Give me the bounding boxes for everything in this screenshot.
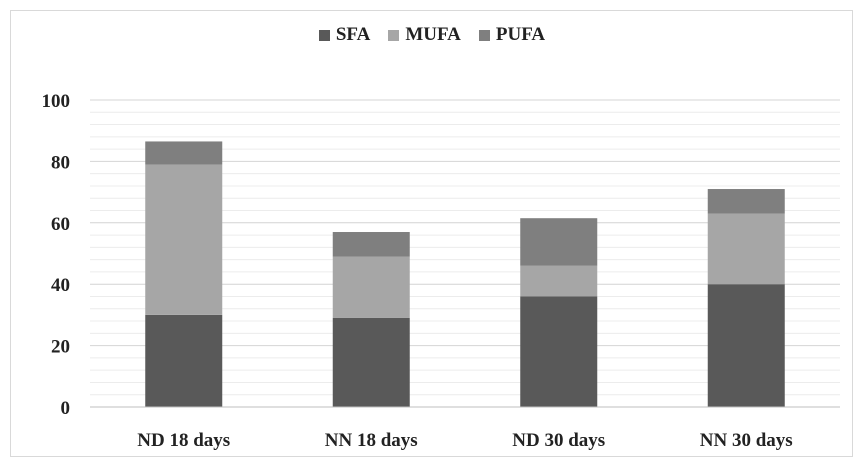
y-tick-label: 0 — [61, 398, 71, 419]
bar-pufa-2 — [332, 232, 410, 257]
legend-item-pufa: PUFA — [478, 24, 546, 46]
bar-mufa-2 — [332, 256, 410, 318]
legend-item-sfa: SFA — [318, 24, 371, 46]
bar-sfa-3 — [520, 296, 598, 407]
bar-mufa-4 — [707, 213, 785, 285]
bar-pufa-1 — [145, 141, 223, 165]
x-category-label: ND 18 days — [137, 430, 230, 451]
legend-swatch-mufa — [388, 29, 400, 41]
legend-swatch-pufa — [478, 29, 490, 41]
bar-mufa-3 — [520, 265, 598, 297]
y-axis-ticks: 0 20 40 60 80 100 — [42, 91, 71, 419]
bar-sfa-1 — [145, 314, 223, 407]
y-tick-label: 20 — [51, 337, 70, 358]
x-category-label: ND 30 days — [512, 430, 605, 451]
bar-pufa-4 — [707, 189, 785, 214]
y-tick-label: 40 — [51, 275, 70, 296]
bar-sfa-2 — [332, 317, 410, 407]
x-category-label: NN 30 days — [700, 430, 793, 451]
x-category-label: NN 18 days — [325, 430, 418, 451]
bars — [145, 141, 785, 407]
legend: SFA MUFA PUFA — [0, 24, 864, 46]
y-tick-label: 80 — [51, 152, 70, 173]
legend-item-mufa: MUFA — [388, 24, 461, 46]
legend-swatch-sfa — [318, 29, 330, 41]
bar-sfa-4 — [707, 284, 785, 407]
y-tick-label: 100 — [42, 91, 71, 112]
bar-mufa-1 — [145, 164, 223, 315]
y-tick-label: 60 — [51, 214, 70, 235]
bar-pufa-3 — [520, 218, 598, 266]
x-axis-labels: ND 18 days NN 18 days ND 30 days NN 30 days — [137, 430, 792, 451]
legend-label-pufa: PUFA — [495, 24, 546, 45]
legend-label-sfa: SFA — [335, 24, 371, 45]
legend-label-mufa: MUFA — [405, 24, 461, 45]
